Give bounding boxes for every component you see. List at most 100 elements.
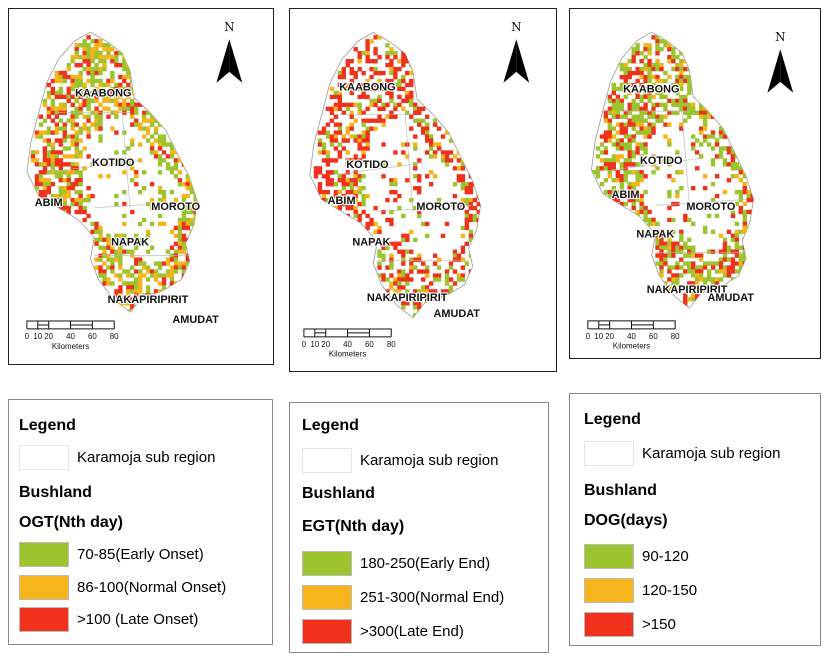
cover-cell xyxy=(706,249,712,254)
place-label-moroto: MOROTO xyxy=(151,201,200,213)
cover-cell xyxy=(177,182,183,187)
cover-cell xyxy=(58,170,63,175)
cover-cell xyxy=(413,289,418,294)
cover-cell xyxy=(349,82,354,88)
cover-cell xyxy=(667,269,672,274)
cover-cell xyxy=(82,122,87,127)
cover-cell xyxy=(595,174,601,179)
cover-cell xyxy=(655,166,660,171)
cover-cell xyxy=(659,86,664,92)
cover-cell xyxy=(432,297,438,302)
cover-cell xyxy=(655,58,660,64)
cover-cell xyxy=(635,174,640,179)
cover-cell xyxy=(405,178,410,183)
cover-cell xyxy=(679,66,684,72)
cover-cell xyxy=(695,138,700,143)
cover-cell xyxy=(734,253,740,258)
cover-cell xyxy=(145,201,151,207)
cover-cell xyxy=(345,170,350,175)
cover-cell xyxy=(74,209,79,215)
cover-cell xyxy=(643,106,648,111)
cover-cell xyxy=(149,205,155,211)
cover-cell xyxy=(603,114,609,119)
cover-cell xyxy=(78,90,83,96)
cover-cell xyxy=(353,158,358,163)
cover-cell xyxy=(611,98,617,104)
cover-cell xyxy=(317,138,323,143)
cover-cell xyxy=(50,130,56,135)
cover-cell xyxy=(726,249,732,254)
cover-cell xyxy=(607,118,613,123)
cover-cell xyxy=(46,170,52,175)
cover-cell xyxy=(691,297,696,302)
cover-cell xyxy=(349,158,354,163)
cover-cell xyxy=(118,62,123,68)
cover-cell xyxy=(34,158,40,163)
cover-cell xyxy=(647,209,652,215)
cover-cell xyxy=(321,193,327,199)
cover-cell xyxy=(389,241,394,246)
cover-cell xyxy=(50,106,56,111)
cover-cell xyxy=(66,90,71,96)
cover-cell xyxy=(718,150,724,155)
cover-cell xyxy=(627,110,632,115)
cover-cell xyxy=(702,277,708,282)
cover-cell xyxy=(82,166,87,171)
cover-cell xyxy=(706,114,712,119)
cover-cell xyxy=(337,94,343,100)
cover-cell xyxy=(58,158,63,163)
cover-cell xyxy=(667,253,672,258)
cover-cell xyxy=(181,201,187,207)
cover-cell xyxy=(377,35,382,40)
cover-cell xyxy=(114,98,119,104)
cover-cell xyxy=(468,186,474,191)
cover-cell xyxy=(141,293,147,298)
cover-cell xyxy=(409,265,414,270)
cover-cell xyxy=(134,289,139,294)
cover-cell xyxy=(683,285,688,290)
cover-cell xyxy=(106,265,111,270)
cover-cell xyxy=(397,82,402,88)
cover-cell xyxy=(409,126,414,131)
cover-cell xyxy=(444,154,450,159)
cover-cell xyxy=(114,114,119,119)
cover-cell xyxy=(623,114,628,119)
cover-cell xyxy=(74,130,79,135)
cover-cell xyxy=(149,114,155,119)
cover-cell xyxy=(675,150,680,155)
svg-text:N: N xyxy=(775,30,785,44)
cover-cell xyxy=(623,142,628,147)
cover-cell xyxy=(102,261,107,266)
cover-cell xyxy=(722,273,728,278)
cover-cell xyxy=(365,138,370,143)
cover-cell xyxy=(456,257,462,262)
cover-cell xyxy=(62,122,67,127)
cover-cell xyxy=(417,269,422,274)
cover-cell xyxy=(619,82,624,88)
cover-cell xyxy=(141,261,147,266)
cover-cell xyxy=(329,110,335,115)
cover-cell xyxy=(86,78,91,84)
cover-cell xyxy=(126,273,131,278)
cover-cell xyxy=(357,66,362,72)
cover-cell xyxy=(456,273,462,278)
cover-cell xyxy=(365,51,370,56)
place-label-halo: KOTIDO xyxy=(92,157,135,169)
cover-cell xyxy=(393,178,398,183)
cover-cell xyxy=(409,197,414,203)
cover-cell xyxy=(74,74,79,80)
cover-cell xyxy=(706,213,712,219)
cover-cell xyxy=(145,138,151,143)
cover-cell xyxy=(663,245,668,250)
cover-cell xyxy=(691,281,696,286)
cover-cell xyxy=(627,185,632,191)
cover-cell xyxy=(667,229,672,234)
cover-cell xyxy=(679,102,684,108)
cover-cell xyxy=(623,122,628,127)
cover-cell xyxy=(742,229,747,234)
cover-cell xyxy=(82,58,87,64)
cover-cell xyxy=(102,94,107,100)
cover-cell xyxy=(98,233,103,239)
cover-cell xyxy=(667,86,672,92)
cover-cell xyxy=(86,213,91,219)
